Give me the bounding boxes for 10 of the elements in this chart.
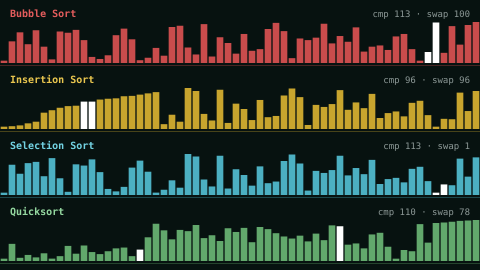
text: cmp 113 · swap 1: [383, 141, 470, 154]
bar: [336, 226, 344, 261]
chart-title: Bubble Sort: [10, 8, 76, 22]
chart-title: Insertion Sort: [10, 74, 94, 88]
chart-title: Selection Sort: [10, 140, 94, 154]
text: cmp 110 · swap 78: [378, 207, 470, 220]
chart-title: Quicksort: [10, 206, 64, 220]
bar: [136, 250, 144, 261]
text: cmp 113 · swap 100: [372, 9, 470, 22]
text: cmp 96 · swap 96: [383, 75, 470, 88]
